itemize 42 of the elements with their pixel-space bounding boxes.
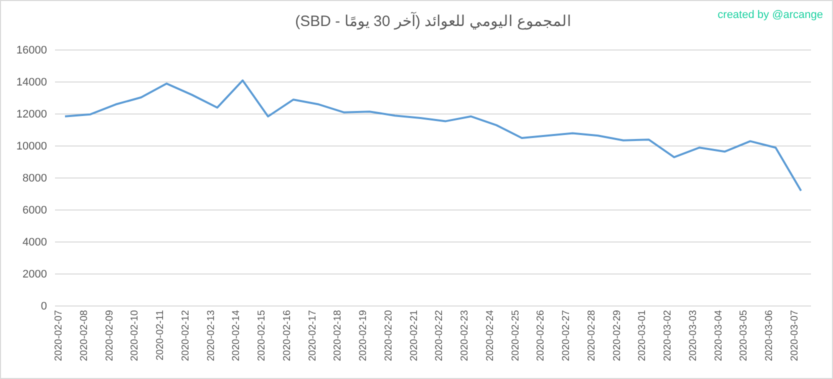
x-tick-label: 2020-03-02 bbox=[662, 310, 674, 362]
x-tick-label: 2020-02-08 bbox=[78, 310, 90, 362]
y-tick-label: 6000 bbox=[22, 204, 47, 217]
x-tick-label: 2020-03-04 bbox=[713, 310, 724, 362]
x-tick-label: 2020-03-01 bbox=[637, 310, 648, 362]
chart-title: المجموع اليومي للعوائد (آخر 30 يومًا - SBD) bbox=[295, 12, 571, 30]
x-tick-label: 2020-02-24 bbox=[484, 310, 496, 362]
x-tick-label: 2020-02-17 bbox=[307, 310, 318, 362]
x-tick-label: 2020-02-15 bbox=[256, 310, 268, 362]
y-tick-label: 0 bbox=[40, 300, 47, 313]
x-tick-label: 2020-02-26 bbox=[536, 310, 547, 362]
x-tick-label: 2020-02-12 bbox=[180, 310, 192, 362]
x-tick-label: 2020-02-20 bbox=[383, 310, 394, 362]
x-tick-label: 2020-02-28 bbox=[586, 310, 598, 362]
y-tick-label: 2000 bbox=[22, 268, 47, 281]
x-tick-label: 2020-03-06 bbox=[764, 310, 776, 362]
x-tick-label: 2020-02-27 bbox=[561, 310, 572, 362]
x-tick-label: 2020-02-16 bbox=[282, 310, 293, 362]
x-tick-label: 2020-02-18 bbox=[332, 310, 344, 362]
x-tick-label: 2020-02-23 bbox=[460, 310, 471, 362]
x-tick-label: 2020-02-21 bbox=[408, 310, 420, 362]
x-tick-label: 2020-03-07 bbox=[790, 310, 800, 362]
x-tick-label: 2020-02-10 bbox=[130, 310, 141, 362]
y-tick-label: 4000 bbox=[22, 236, 47, 249]
x-tick-label: 2020-02-11 bbox=[155, 310, 166, 360]
x-tick-label: 2020-02-29 bbox=[612, 310, 623, 362]
x-tick-label: 2020-02-09 bbox=[104, 310, 116, 362]
text: created by @arcange bbox=[718, 9, 823, 21]
x-tick-label: 2020-02-13 bbox=[206, 310, 217, 362]
line-series bbox=[64, 79, 802, 192]
y-tick-label: 16000 bbox=[16, 44, 47, 57]
x-tick-label: 2020-03-05 bbox=[738, 310, 750, 362]
x-tick-label: 2020-02-25 bbox=[510, 310, 522, 362]
y-tick-label: 12000 bbox=[16, 108, 47, 121]
x-tick-label: 2020-03-03 bbox=[688, 310, 699, 362]
y-tick-label: 10000 bbox=[16, 140, 47, 153]
x-tick-label: 2020-02-19 bbox=[358, 310, 370, 362]
x-tick-label: 2020-02-14 bbox=[231, 310, 242, 362]
x-tick-label: 2020-02-07 bbox=[54, 310, 64, 362]
y-tick-label: 14000 bbox=[16, 76, 47, 89]
x-tick-label: 2020-02-22 bbox=[434, 310, 446, 362]
y-tick-label: 8000 bbox=[22, 172, 47, 185]
